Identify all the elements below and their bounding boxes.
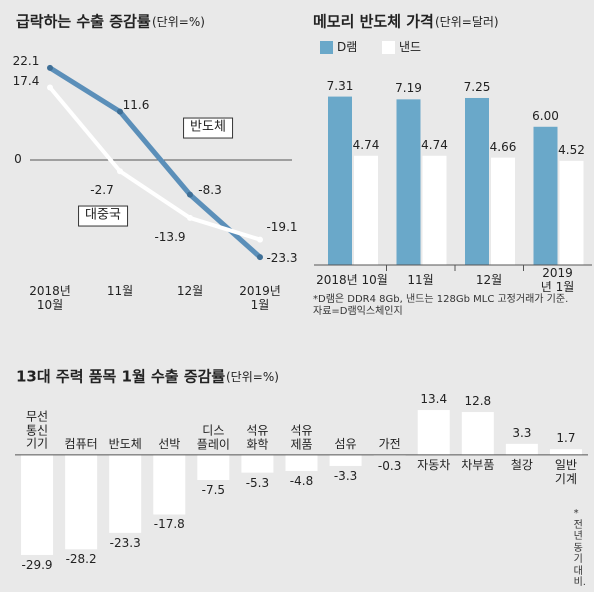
bar: [422, 155, 447, 265]
x-tick-label: 2019년 1월: [540, 266, 575, 294]
value-label: -0.3: [377, 458, 402, 473]
data-point: [117, 108, 123, 115]
value-label: -4.8: [289, 473, 314, 488]
legend-swatch: [320, 41, 333, 54]
bar: [491, 157, 515, 265]
value-label: -7.5: [201, 482, 226, 497]
value-label: -23.3: [109, 535, 141, 550]
bar: [505, 443, 538, 455]
value-label: -17.8: [153, 517, 185, 532]
x-tick-label: 2018년 10월: [29, 284, 71, 312]
chart-title: 급락하는 수출 증감률: [16, 12, 151, 31]
bar: [559, 160, 584, 265]
x-tick-label: 2019년 1월: [239, 284, 281, 312]
value-label: -5.3: [245, 475, 270, 490]
x-tick-label: 석유 화학: [246, 423, 269, 452]
bar: [549, 449, 582, 455]
x-tick-label: 컴퓨터: [64, 437, 98, 452]
data-point: [257, 254, 263, 261]
unit-label: (단위=달러): [435, 15, 499, 30]
data-point: [47, 84, 53, 91]
value-label: -29.9: [21, 557, 53, 572]
value-label: 6.00: [532, 108, 559, 123]
chart-title: 13대 주력 품목 1월 수출 증감률: [16, 367, 226, 386]
value-label: -28.2: [65, 552, 97, 567]
series-line: [48, 65, 262, 259]
value-label: 11.6: [122, 97, 150, 112]
x-tick-label: 석유 제품: [290, 423, 313, 452]
bar: [533, 126, 558, 265]
x-tick-label: 섬유: [334, 437, 357, 452]
value-label: 7.31: [326, 78, 354, 93]
unit-label: (단위=%): [152, 15, 205, 30]
x-tick-label: 11월: [106, 284, 134, 298]
bar: [417, 410, 450, 455]
value-label: 4.52: [558, 142, 585, 157]
x-tick-label: 무선 통신 기기: [25, 409, 49, 452]
x-tick-label: 디스 플레이: [196, 423, 230, 452]
bar: [354, 155, 378, 265]
data-point: [257, 236, 263, 243]
data-point: [47, 64, 53, 71]
series-label: 반도체: [183, 117, 233, 139]
unit-label: (단위=%): [226, 370, 279, 385]
value-label: 7.19: [395, 81, 422, 96]
x-tick-label: 반도체: [108, 437, 142, 452]
bar: [241, 454, 274, 473]
bar: [109, 454, 142, 533]
bar: [396, 99, 421, 265]
value-label: 13.4: [420, 392, 448, 407]
chart-title: 메모리 반도체 가격: [313, 12, 434, 31]
bar: [328, 96, 352, 265]
x-tick-label: 12월: [475, 273, 503, 288]
value-label: 1.7: [556, 431, 576, 446]
value-label: 3.3: [512, 426, 532, 441]
note: *전년 동기 대비.: [573, 508, 586, 588]
x-tick-label: 철강: [510, 457, 533, 472]
value-label: -23.3: [266, 251, 298, 266]
data-point: [187, 191, 193, 198]
series-label: 대중국: [78, 205, 128, 227]
value-label: 4.74: [421, 137, 448, 152]
x-tick-label: 선박: [158, 437, 181, 452]
legend-label: 낸드: [399, 40, 422, 55]
value-label: 17.4: [12, 73, 40, 88]
x-tick-label: 가전: [378, 437, 401, 452]
note: *D램은 DDR4 8Gb, 낸드는 128Gb MLC 고정거래가 기준. 자…: [313, 294, 569, 317]
value-label: -2.7: [90, 183, 114, 198]
value-label: -19.1: [266, 219, 298, 234]
legend-swatch: [382, 41, 395, 54]
data-point: [117, 168, 123, 175]
value-label: 22.1: [12, 54, 40, 69]
x-tick-label: 자동차: [417, 457, 451, 472]
bar: [465, 97, 489, 265]
data-point: [187, 214, 193, 221]
value-label: 7.25: [463, 80, 491, 95]
value-label: -3.3: [333, 468, 358, 483]
x-tick-label: 12월: [176, 284, 204, 298]
bar: [329, 454, 362, 466]
value-label: -8.3: [198, 182, 222, 197]
legend-label: D램: [337, 40, 358, 55]
value-label: 4.66: [489, 139, 517, 154]
x-tick-label: 일반 기계: [554, 457, 577, 486]
x-tick-label: 11월: [407, 273, 434, 288]
bar: [153, 454, 186, 515]
series-line: [48, 86, 261, 242]
bar: [373, 454, 406, 456]
y-tick-label: 0: [14, 152, 22, 167]
bar: [285, 454, 318, 471]
bar: [21, 454, 54, 555]
value-label: 12.8: [464, 394, 492, 409]
bar: [461, 412, 494, 455]
value-label: 4.74: [352, 137, 380, 152]
x-tick-label: 차부품: [461, 457, 495, 472]
bar: [65, 454, 98, 550]
value-label: -13.9: [154, 230, 186, 245]
x-tick-label: 2018년 10월: [316, 273, 388, 288]
bar: [197, 454, 230, 480]
